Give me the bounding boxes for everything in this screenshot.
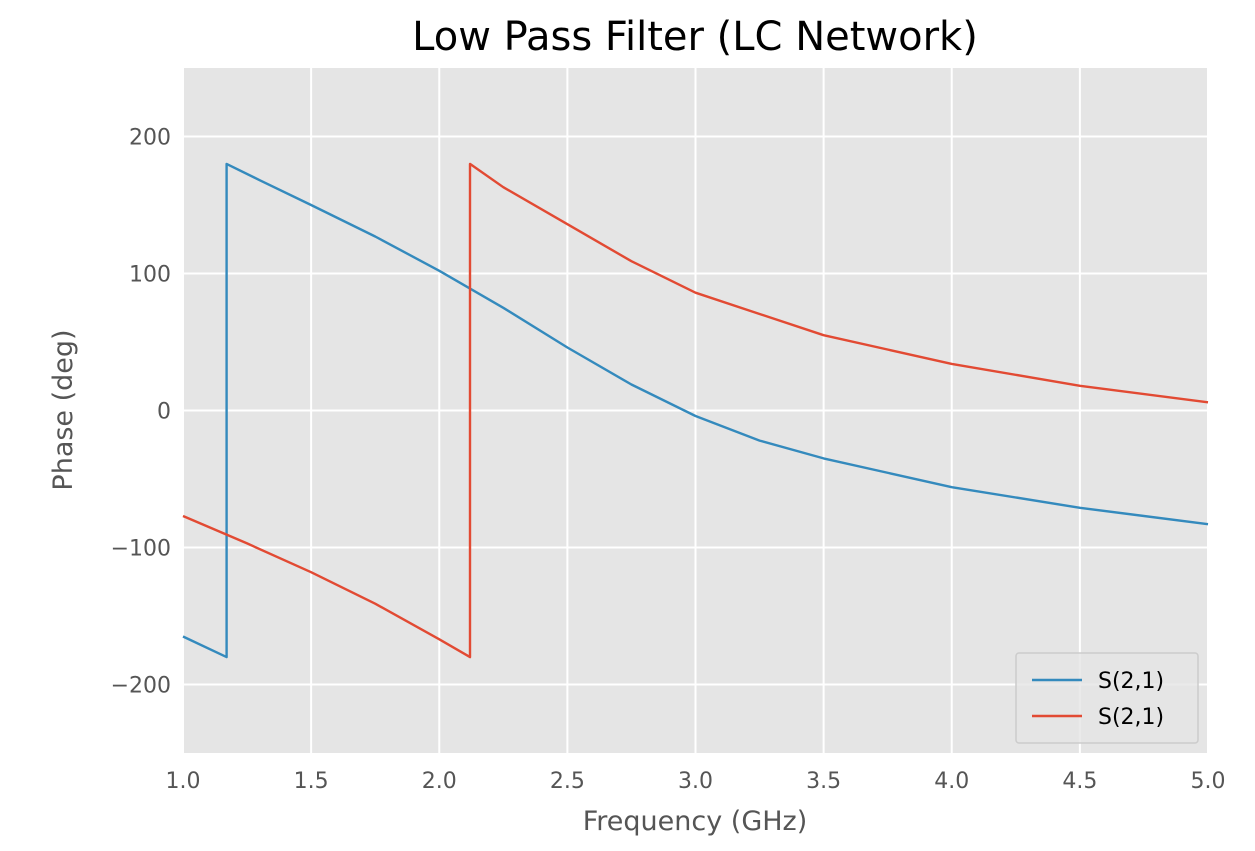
x-tick-label: 2.0 — [422, 769, 457, 794]
chart-title: Low Pass Filter (LC Network) — [412, 14, 978, 60]
x-tick-label: 1.0 — [166, 769, 201, 794]
y-tick-label: 0 — [157, 400, 171, 425]
legend-box — [1015, 652, 1199, 744]
series-line-1 — [182, 162, 1209, 659]
series-line-2 — [182, 162, 1209, 659]
x-tick-label: 3.5 — [806, 769, 841, 794]
legend-entry: S(2,1) — [1098, 705, 1164, 730]
y-tick-label: −100 — [111, 537, 171, 562]
y-axis-label: Phase (deg) — [48, 329, 79, 490]
y-tick-labels: −200 −100 0 100 200 — [111, 126, 171, 699]
x-tick-label: 4.0 — [934, 769, 969, 794]
legend: S(2,1) S(2,1) — [1015, 652, 1199, 744]
x-axis-label: Frequency (GHz) — [583, 806, 808, 837]
x-tick-label: 5.0 — [1191, 769, 1226, 794]
x-tick-label: 4.5 — [1062, 769, 1097, 794]
legend-entry: S(2,1) — [1098, 669, 1164, 694]
x-tick-label: 3.0 — [678, 769, 713, 794]
y-tick-label: 200 — [129, 126, 171, 151]
x-tick-label: 2.5 — [550, 769, 585, 794]
x-tick-label: 1.5 — [294, 769, 329, 794]
y-tick-label: 100 — [129, 263, 171, 288]
y-tick-label: −200 — [111, 674, 171, 699]
series-layer — [182, 162, 1209, 659]
x-tick-labels: 1.0 1.5 2.0 2.5 3.0 3.5 4.0 4.5 5.0 — [166, 769, 1226, 794]
